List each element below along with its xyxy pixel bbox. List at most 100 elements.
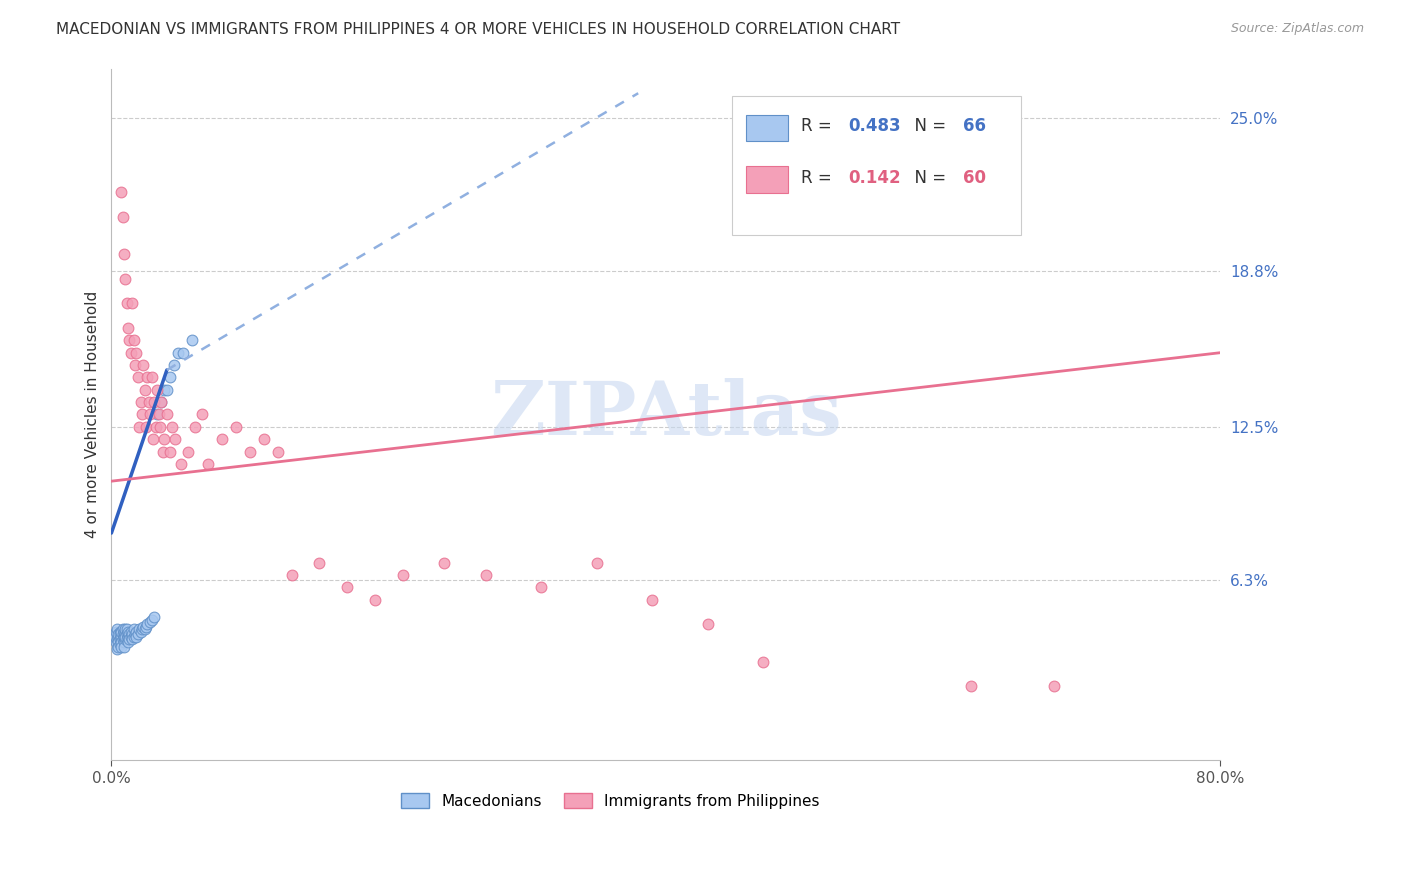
Point — [364, 592, 387, 607]
Point — [117, 624, 139, 639]
Point — [253, 432, 276, 446]
Text: 0.483: 0.483 — [848, 117, 900, 135]
Point — [156, 383, 179, 397]
Point — [150, 395, 173, 409]
Point — [211, 432, 233, 446]
Point — [110, 624, 132, 639]
Point — [153, 383, 176, 397]
Point — [115, 632, 138, 647]
Point — [280, 568, 302, 582]
Point — [112, 640, 135, 654]
Point — [530, 581, 553, 595]
Point — [163, 358, 186, 372]
Point — [122, 630, 145, 644]
Point — [111, 623, 134, 637]
Point — [114, 623, 136, 637]
Point — [128, 623, 150, 637]
Point — [111, 632, 134, 647]
Point — [162, 419, 184, 434]
Point — [170, 457, 193, 471]
Point — [124, 358, 146, 372]
Point — [111, 210, 134, 224]
Point — [124, 627, 146, 641]
Point — [115, 296, 138, 310]
Point — [104, 624, 127, 639]
Text: MACEDONIAN VS IMMIGRANTS FROM PHILIPPINES 4 OR MORE VEHICLES IN HOUSEHOLD CORREL: MACEDONIAN VS IMMIGRANTS FROM PHILIPPINE… — [56, 22, 900, 37]
Point — [308, 556, 330, 570]
Point — [121, 627, 143, 641]
Point — [110, 630, 132, 644]
Point — [117, 321, 139, 335]
Point — [336, 581, 359, 595]
Point — [112, 634, 135, 648]
Point — [142, 432, 165, 446]
Point — [117, 634, 139, 648]
Point — [105, 642, 128, 657]
Point — [108, 632, 131, 647]
Point — [121, 632, 143, 647]
Point — [114, 632, 136, 647]
Point — [165, 432, 187, 446]
Point — [139, 408, 162, 422]
Point — [152, 444, 174, 458]
Text: Source: ZipAtlas.com: Source: ZipAtlas.com — [1230, 22, 1364, 36]
Point — [122, 334, 145, 348]
Point — [139, 615, 162, 629]
Point — [120, 345, 142, 359]
Point — [110, 634, 132, 648]
Point — [115, 623, 138, 637]
Point — [129, 624, 152, 639]
Point — [112, 247, 135, 261]
Point — [143, 610, 166, 624]
Point — [125, 624, 148, 639]
Text: ZIPAtlas: ZIPAtlas — [491, 378, 842, 451]
Point — [180, 334, 202, 348]
Point — [122, 623, 145, 637]
Point — [107, 627, 129, 641]
Point — [131, 623, 153, 637]
FancyBboxPatch shape — [745, 114, 787, 141]
Point — [108, 637, 131, 651]
Point — [267, 444, 290, 458]
Text: 0.142: 0.142 — [848, 169, 900, 186]
Point — [176, 444, 198, 458]
Point — [153, 432, 176, 446]
Text: 60: 60 — [963, 169, 986, 186]
Point — [150, 395, 173, 409]
Point — [136, 370, 159, 384]
Point — [131, 408, 153, 422]
Point — [107, 630, 129, 644]
Point — [121, 296, 143, 310]
Point — [696, 617, 718, 632]
Point — [138, 395, 160, 409]
Point — [107, 640, 129, 654]
Point — [641, 592, 664, 607]
Point — [146, 383, 169, 397]
Point — [132, 358, 155, 372]
Point — [110, 640, 132, 654]
Point — [156, 408, 179, 422]
Point — [134, 623, 156, 637]
Point — [134, 383, 156, 397]
Text: R =: R = — [801, 117, 837, 135]
Point — [112, 630, 135, 644]
Point — [114, 630, 136, 644]
Point — [120, 624, 142, 639]
Point — [960, 679, 983, 693]
Point — [129, 395, 152, 409]
Point — [239, 444, 262, 458]
Point — [145, 419, 167, 434]
Point — [117, 630, 139, 644]
Point — [149, 419, 172, 434]
Legend: Macedonians, Immigrants from Philippines: Macedonians, Immigrants from Philippines — [395, 788, 825, 815]
Point — [135, 620, 157, 634]
Point — [108, 627, 131, 641]
Point — [132, 620, 155, 634]
Point — [112, 624, 135, 639]
Point — [125, 630, 148, 644]
Point — [585, 556, 607, 570]
Point — [136, 617, 159, 632]
Text: R =: R = — [801, 169, 837, 186]
FancyBboxPatch shape — [745, 167, 787, 193]
Point — [120, 630, 142, 644]
